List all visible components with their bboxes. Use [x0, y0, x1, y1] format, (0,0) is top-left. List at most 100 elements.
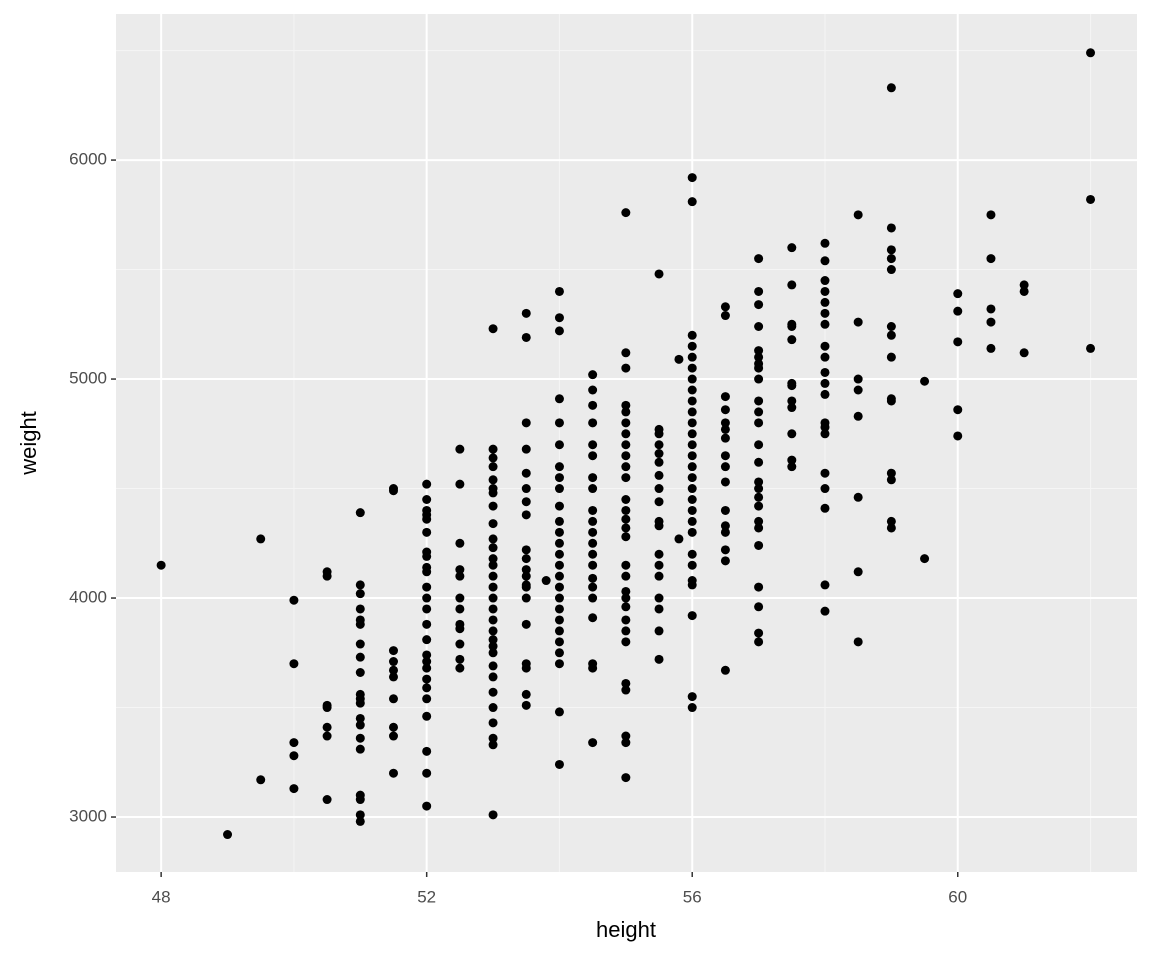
point	[820, 367, 830, 377]
point	[588, 527, 598, 537]
point	[521, 659, 531, 669]
point	[488, 740, 498, 750]
point	[588, 418, 598, 428]
point	[355, 713, 365, 723]
point	[289, 659, 299, 669]
point	[754, 637, 764, 647]
point	[554, 516, 564, 526]
point	[687, 352, 697, 362]
point	[554, 473, 564, 483]
point	[820, 389, 830, 399]
point	[388, 672, 398, 682]
point	[554, 527, 564, 537]
point	[886, 223, 896, 233]
point	[654, 424, 664, 434]
point	[754, 440, 764, 450]
point	[422, 479, 432, 489]
point	[621, 348, 631, 358]
point	[1086, 48, 1096, 58]
point	[289, 751, 299, 761]
point	[588, 659, 598, 669]
point	[687, 173, 697, 183]
point	[355, 580, 365, 590]
point	[488, 626, 498, 636]
point	[422, 604, 432, 614]
point	[687, 576, 697, 586]
point	[621, 208, 631, 218]
point	[754, 396, 764, 406]
point	[687, 484, 697, 494]
point	[754, 407, 764, 417]
point	[554, 538, 564, 548]
point	[654, 440, 664, 450]
point	[554, 326, 564, 336]
point	[554, 593, 564, 603]
point	[554, 626, 564, 636]
point	[621, 462, 631, 472]
y-tick-label: 3000	[69, 807, 107, 826]
point	[621, 626, 631, 636]
point	[687, 473, 697, 483]
point	[488, 444, 498, 454]
point	[355, 816, 365, 826]
point	[388, 484, 398, 494]
point	[554, 604, 564, 614]
point	[820, 468, 830, 478]
y-tick-label: 4000	[69, 588, 107, 607]
point	[588, 560, 598, 570]
point	[654, 470, 664, 480]
point	[853, 210, 863, 220]
point	[820, 418, 830, 428]
point	[355, 589, 365, 599]
point	[787, 243, 797, 253]
point	[886, 352, 896, 362]
point	[720, 392, 730, 402]
point	[986, 254, 996, 264]
point	[687, 560, 697, 570]
point	[920, 376, 930, 386]
point	[654, 449, 664, 459]
point	[554, 501, 564, 511]
point	[355, 615, 365, 625]
point	[621, 731, 631, 741]
point	[1086, 194, 1096, 204]
x-tick-label: 60	[948, 887, 967, 906]
point	[355, 604, 365, 614]
point	[388, 731, 398, 741]
point	[720, 556, 730, 566]
point	[621, 571, 631, 581]
point	[256, 534, 266, 544]
point	[687, 429, 697, 439]
point	[820, 238, 830, 248]
point	[986, 343, 996, 353]
point	[422, 746, 432, 756]
point	[621, 523, 631, 533]
point	[355, 668, 365, 678]
point	[289, 784, 299, 794]
point	[588, 451, 598, 461]
point	[886, 475, 896, 485]
point	[488, 641, 498, 651]
point	[521, 468, 531, 478]
point	[853, 317, 863, 327]
point	[754, 374, 764, 384]
point	[621, 514, 631, 524]
point	[953, 289, 963, 299]
point	[720, 433, 730, 443]
point	[886, 265, 896, 275]
point	[488, 534, 498, 544]
point	[621, 494, 631, 504]
point	[355, 744, 365, 754]
point	[554, 637, 564, 647]
point	[488, 519, 498, 529]
point	[521, 484, 531, 494]
point	[621, 400, 631, 410]
point	[355, 720, 365, 730]
point	[820, 319, 830, 329]
point	[322, 795, 332, 805]
point	[754, 352, 764, 362]
point	[488, 604, 498, 614]
point	[422, 593, 432, 603]
point	[654, 457, 664, 467]
point	[422, 505, 432, 515]
